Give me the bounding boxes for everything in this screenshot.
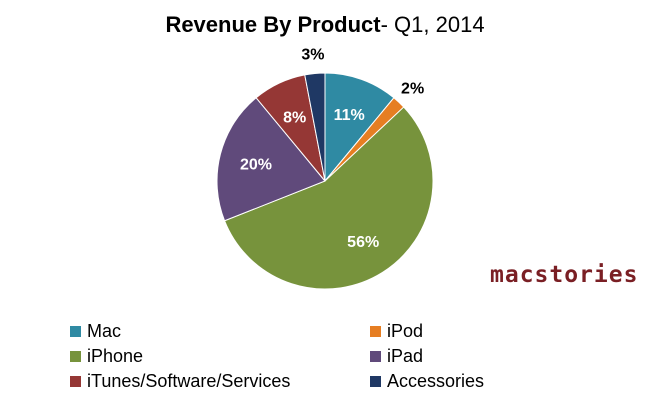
legend-swatch bbox=[370, 325, 381, 337]
legend-item-itunes-software-services: iTunes/Software/Services bbox=[70, 370, 290, 392]
legend-label: iPad bbox=[387, 345, 424, 366]
macstories-logo: macstories bbox=[490, 262, 639, 288]
slice-label-accessories: 3% bbox=[301, 47, 324, 64]
pie-slice-iphone bbox=[223, 106, 434, 290]
legend-swatch bbox=[70, 350, 81, 362]
slice-label-mac: 11% bbox=[334, 107, 365, 124]
legend-label: iTunes/Software/Services bbox=[87, 370, 291, 391]
legend-item-ipad: iPad bbox=[370, 345, 423, 367]
chart-title: Revenue By Product- Q1, 2014 bbox=[0, 12, 650, 38]
legend-swatch bbox=[70, 375, 81, 387]
legend-swatch bbox=[370, 350, 381, 362]
legend-label: Accessories bbox=[387, 370, 485, 391]
legend-label: iPhone bbox=[87, 345, 144, 366]
slice-label-ipod: 2% bbox=[401, 81, 424, 98]
legend-label: iPod bbox=[387, 320, 424, 341]
chart-title-period: - Q1, 2014 bbox=[380, 12, 485, 37]
chart-title-main: Revenue By Product bbox=[165, 12, 381, 37]
legend-swatch bbox=[70, 325, 81, 337]
legend-item-mac: Mac bbox=[70, 320, 121, 342]
slice-label-iphone: 56% bbox=[347, 234, 379, 251]
pie-slice-mac bbox=[324, 72, 395, 183]
pie-slice-accessories bbox=[304, 72, 326, 182]
legend-swatch bbox=[370, 375, 381, 387]
legend-item-accessories: Accessories bbox=[370, 370, 484, 392]
legend-item-iphone: iPhone bbox=[70, 345, 143, 367]
pie-slice-ipad bbox=[216, 97, 326, 222]
legend-label: Mac bbox=[87, 320, 122, 341]
slice-label-ipad: 20% bbox=[240, 156, 272, 173]
slice-label-itunes-software-services: 8% bbox=[283, 110, 306, 127]
legend-item-ipod: iPod bbox=[370, 320, 423, 342]
